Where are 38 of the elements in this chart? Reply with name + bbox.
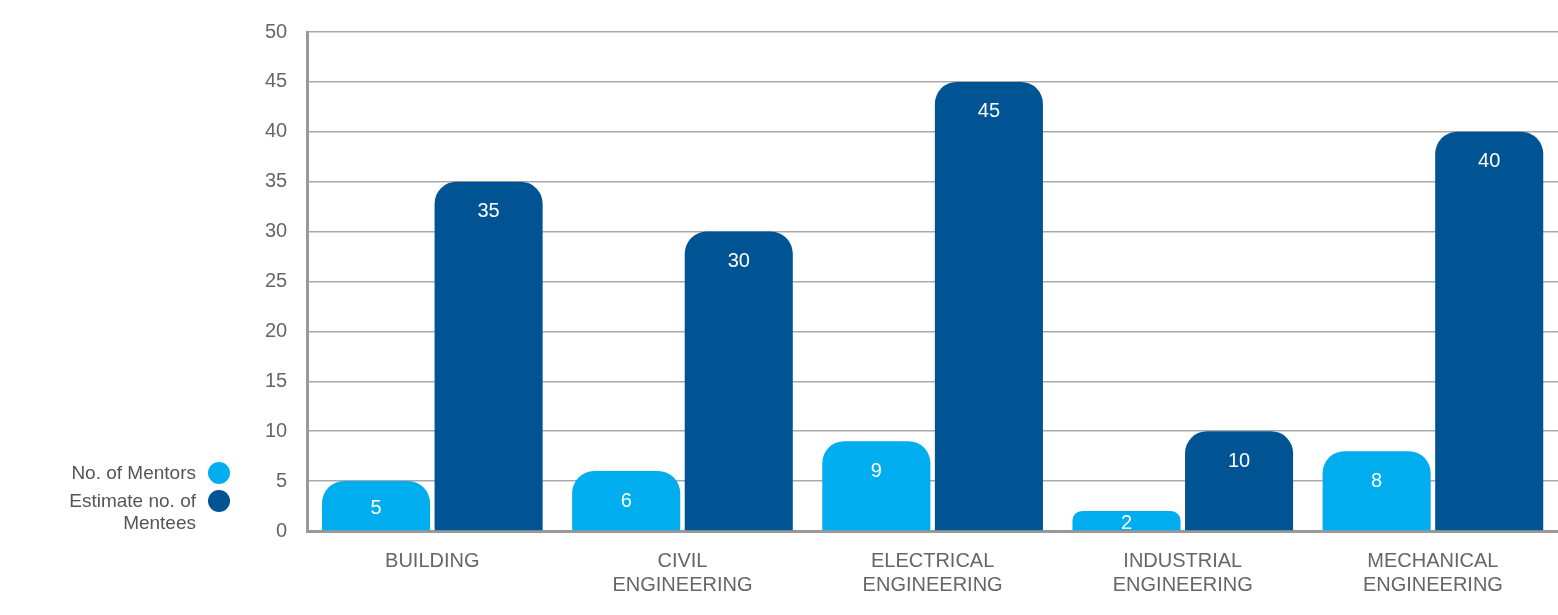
- bar: [572, 471, 681, 531]
- y-tick-label: 10: [265, 418, 288, 441]
- x-tick-label: CIVIL ENGINEERING: [612, 548, 753, 595]
- y-tick-label: 0: [276, 518, 288, 541]
- bar: [1072, 511, 1181, 531]
- data-label: 5: [370, 495, 382, 518]
- y-tick-label: 25: [265, 269, 288, 292]
- x-tick-label: BUILDING: [385, 548, 480, 571]
- data-label: 2: [1120, 510, 1133, 533]
- y-tick-label: 35: [265, 169, 288, 192]
- x-tick-label: ELECTRICAL ENGINEERING: [862, 548, 1003, 595]
- bar: [1185, 431, 1294, 531]
- y-tick-label: 20: [265, 318, 288, 341]
- data-label: 6: [620, 488, 632, 511]
- y-tick-label: 50: [265, 19, 288, 42]
- bar: [322, 481, 431, 531]
- bar: [1322, 451, 1431, 531]
- bar: [822, 441, 931, 531]
- x-tick-label: INDUSTRIAL ENGINEERING: [1112, 548, 1253, 595]
- data-label: 8: [1371, 468, 1383, 491]
- data-label: 45: [977, 99, 1001, 122]
- bar: [434, 181, 543, 531]
- data-label: 30: [727, 249, 750, 272]
- y-tick-label: 40: [265, 119, 288, 142]
- y-tick-label: 30: [265, 219, 288, 242]
- y-tick-label: 15: [265, 368, 288, 391]
- y-tick-label: 5: [276, 468, 288, 491]
- legend-label: No. of Mentors: [71, 462, 196, 484]
- x-tick-label: MECHANICAL ENGINEERING: [1362, 548, 1503, 595]
- data-label: 10: [1227, 448, 1251, 471]
- data-label: 40: [1478, 149, 1501, 172]
- data-label: 9: [870, 458, 882, 481]
- bar: [934, 81, 1043, 531]
- legend-label: Estimate no. of Mentees: [68, 490, 196, 534]
- bar: [1435, 131, 1544, 531]
- data-label: 35: [477, 199, 500, 222]
- bar: [684, 231, 793, 531]
- y-tick-label: 45: [265, 69, 288, 92]
